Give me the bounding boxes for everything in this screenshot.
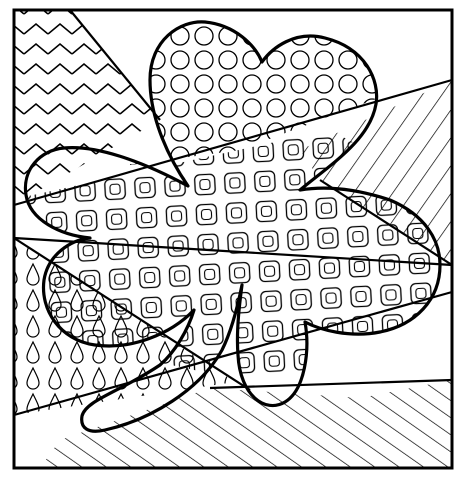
circles-zone (130, 21, 400, 165)
shamrock-fills (25, 21, 440, 380)
panel-dividers (13, 9, 453, 417)
zigzag-panel (14, 10, 160, 205)
squares-zone (25, 130, 440, 380)
stripe-panel-bottom (40, 380, 452, 468)
picture-frame (12, 8, 454, 470)
